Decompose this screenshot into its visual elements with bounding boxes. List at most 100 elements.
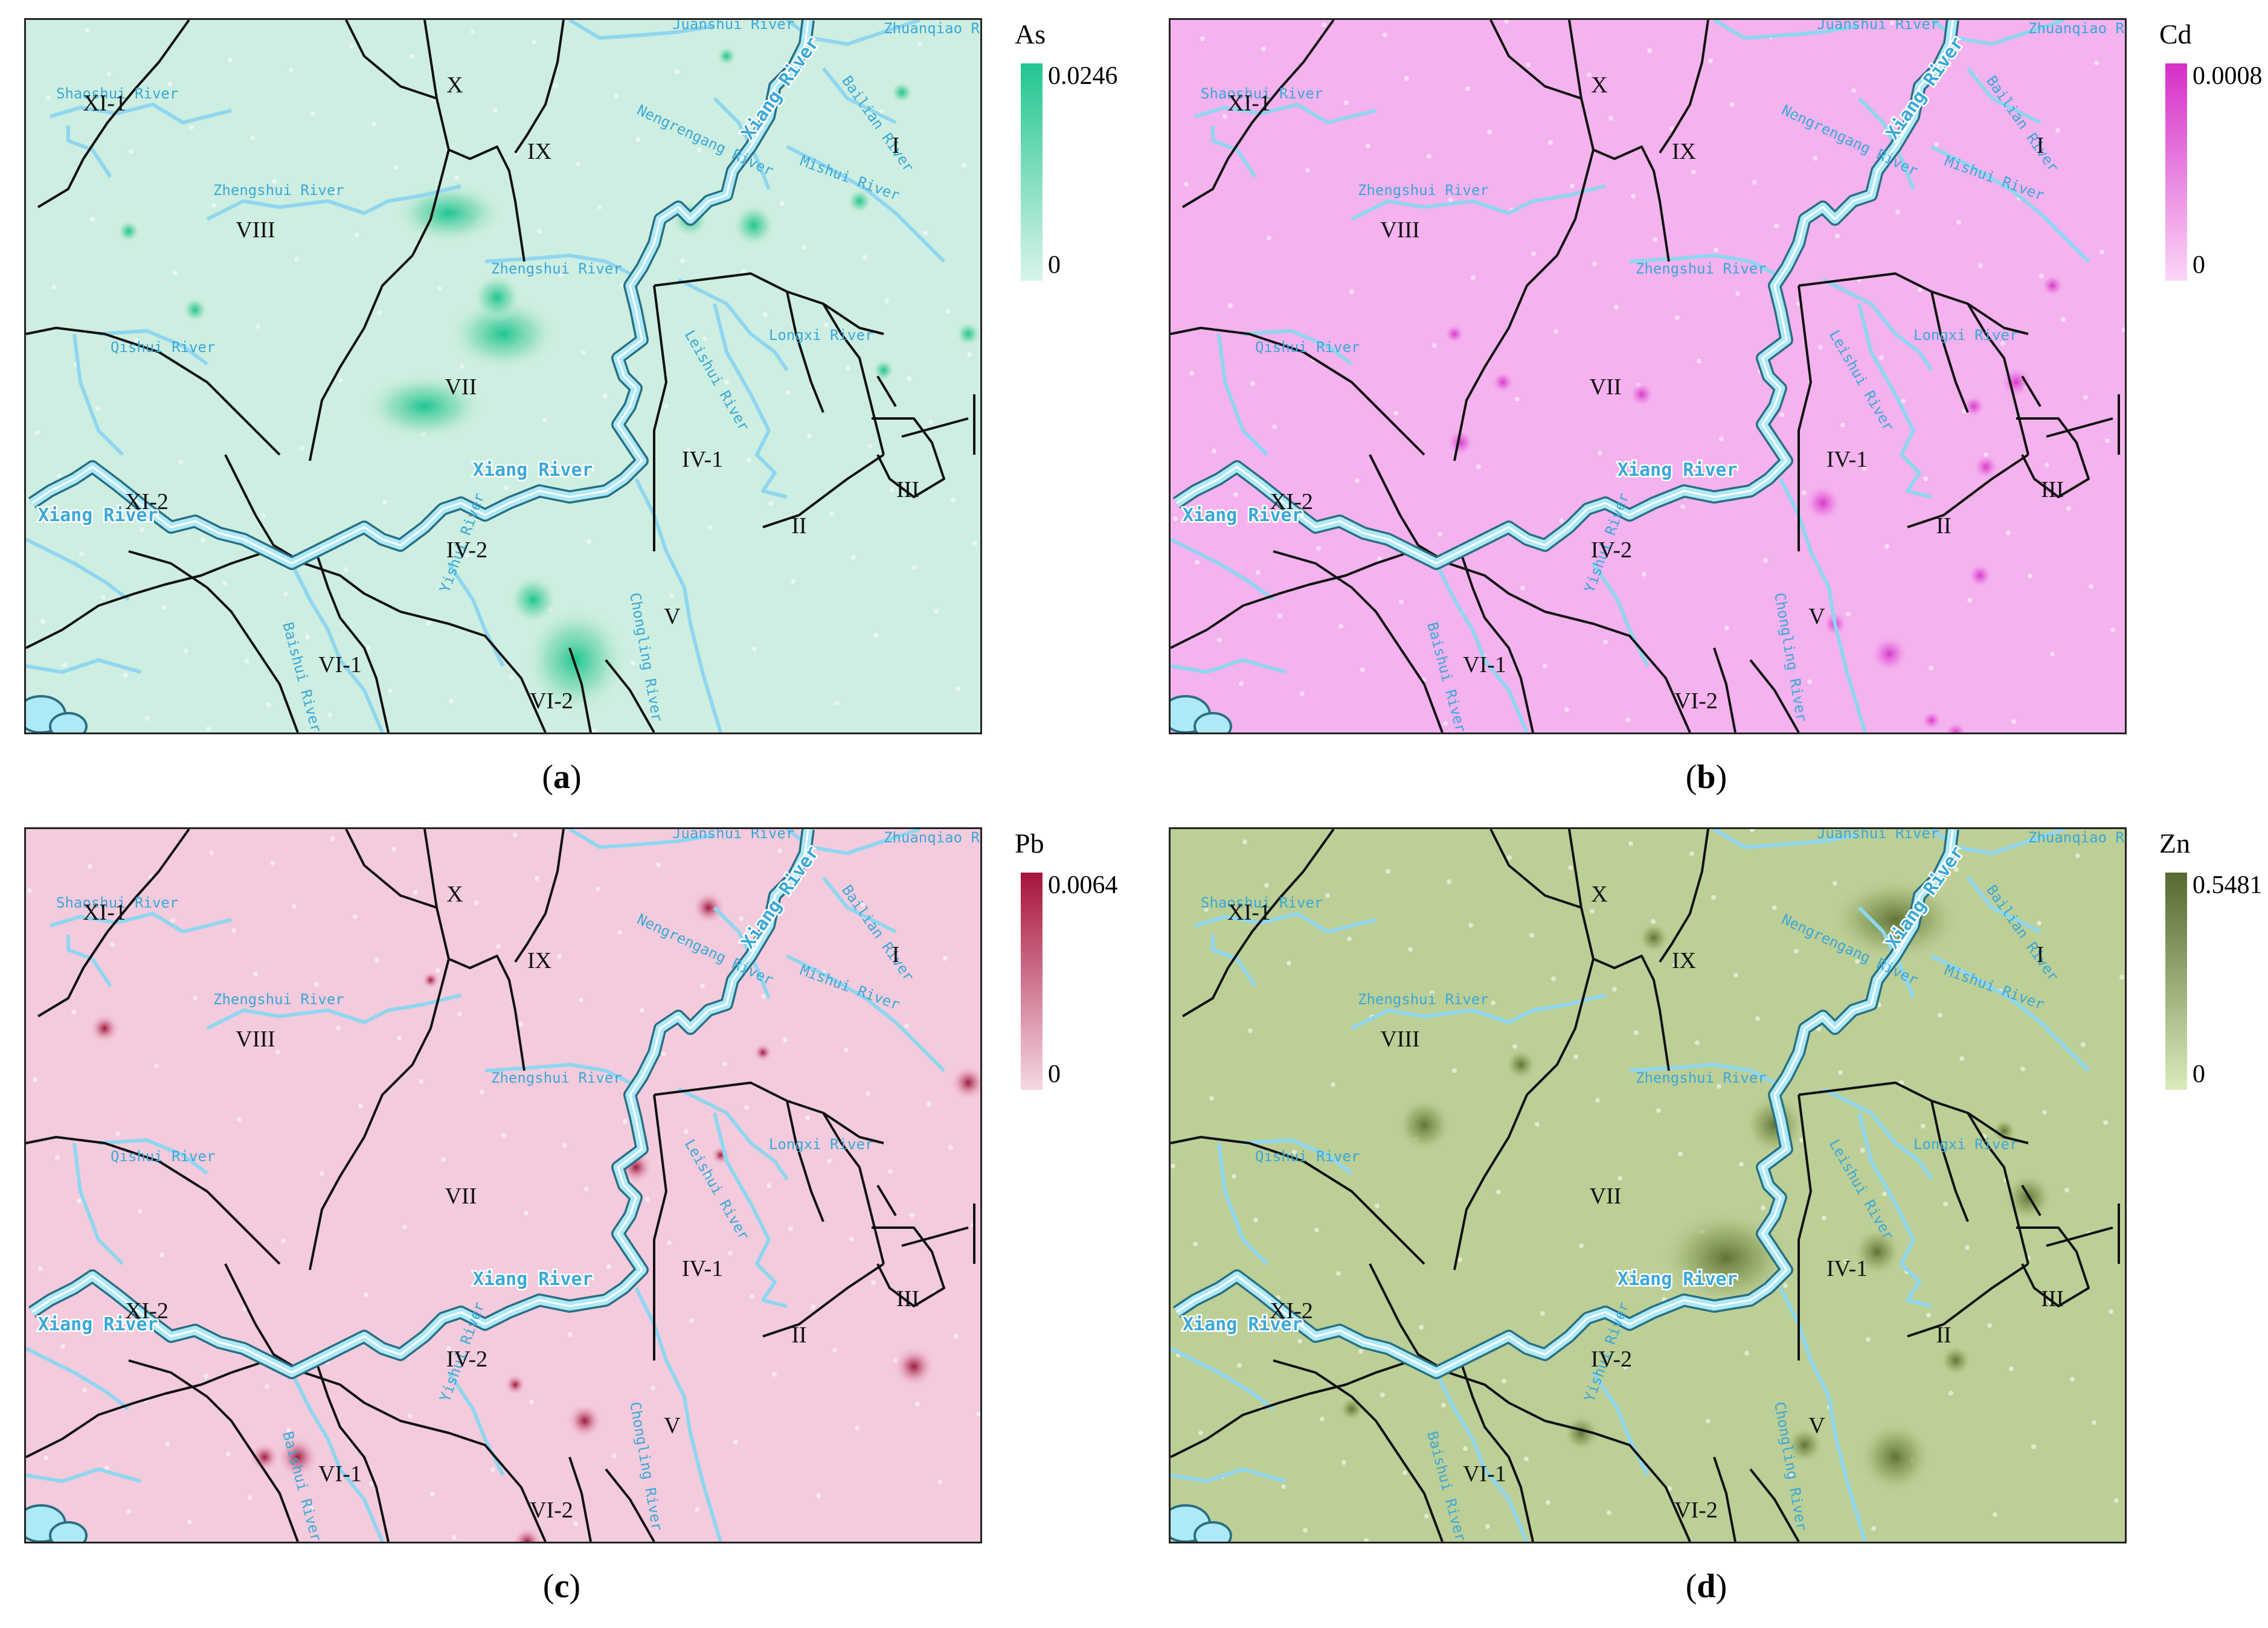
sample-point bbox=[1320, 1417, 1325, 1421]
river-label-qishui: Qishui River bbox=[111, 339, 215, 356]
sample-point bbox=[391, 847, 396, 851]
sample-point bbox=[1195, 560, 1200, 565]
sample-point bbox=[697, 147, 702, 152]
sample-point bbox=[1855, 959, 1860, 964]
zone-label-z62: VI-2 bbox=[530, 1498, 573, 1523]
sample-point bbox=[1248, 1028, 1253, 1033]
concentration-hotspot bbox=[1805, 485, 1841, 521]
zone-label-z3: III bbox=[2041, 1286, 2064, 1312]
tributary-river bbox=[1211, 935, 1257, 987]
river-label-xiang_center: Xiang River bbox=[473, 1269, 593, 1290]
tributary-river bbox=[1171, 658, 1286, 674]
sample-point bbox=[292, 904, 297, 909]
sample-point bbox=[1717, 1084, 1721, 1089]
sample-point bbox=[603, 394, 608, 399]
lake bbox=[1193, 1521, 1232, 1542]
legend-min-a: 0 bbox=[1048, 251, 1061, 279]
sample-point bbox=[129, 149, 133, 154]
zone-label-z1: I bbox=[2037, 133, 2045, 158]
zone-label-z61: VI-1 bbox=[318, 652, 362, 678]
sample-point bbox=[2122, 327, 2125, 332]
sample-point bbox=[1579, 1243, 1584, 1248]
sample-point bbox=[1504, 20, 1509, 24]
sample-point bbox=[772, 1372, 777, 1377]
sample-point bbox=[2083, 395, 2088, 400]
sample-point bbox=[1358, 1349, 1363, 1354]
sample-point bbox=[397, 1036, 402, 1040]
sample-point bbox=[2009, 1367, 2014, 1371]
concentration-hotspot bbox=[1563, 1415, 1599, 1451]
zone-boundary bbox=[345, 829, 437, 909]
sample-point bbox=[206, 726, 211, 731]
sample-point bbox=[579, 998, 583, 1002]
zone-label-z112: XI-2 bbox=[1270, 1298, 1313, 1324]
sample-point bbox=[1923, 476, 1928, 481]
sample-point bbox=[1802, 490, 1807, 495]
sample-point bbox=[437, 286, 442, 291]
sample-point bbox=[1383, 33, 1387, 37]
sample-point bbox=[1730, 102, 1735, 107]
sample-point bbox=[33, 1077, 37, 1082]
sample-point bbox=[358, 1103, 363, 1108]
sample-point bbox=[1465, 86, 1470, 91]
xiang-river-center bbox=[1176, 20, 1954, 565]
zone-label-z7: VII bbox=[445, 1184, 477, 1209]
tributary-river bbox=[568, 20, 715, 40]
zone-label-z2: II bbox=[791, 1322, 806, 1348]
sample-point bbox=[928, 420, 933, 425]
sample-point bbox=[1860, 1148, 1865, 1153]
sample-point bbox=[1303, 1528, 1308, 1533]
sample-point bbox=[509, 675, 514, 679]
sample-point bbox=[393, 165, 398, 170]
legend-min-d: 0 bbox=[2193, 1060, 2205, 1088]
sample-point bbox=[204, 1374, 208, 1379]
tributary-river bbox=[290, 1371, 384, 1542]
tributary-river bbox=[713, 303, 788, 499]
river-label-juanshui: Juanshui River bbox=[1817, 20, 1939, 33]
zone-boundary bbox=[1453, 149, 1595, 461]
zone-boundary bbox=[1907, 1263, 2029, 1338]
zone-label-z41: IV-1 bbox=[682, 1256, 723, 1281]
sample-point bbox=[910, 1213, 914, 1217]
sample-point bbox=[2045, 463, 2049, 467]
sample-point bbox=[1568, 865, 1573, 870]
sample-point bbox=[1512, 1044, 1517, 1049]
sample-point bbox=[26, 20, 28, 22]
sample-point bbox=[104, 1466, 109, 1470]
sample-point bbox=[1476, 464, 1481, 469]
sample-point bbox=[863, 255, 867, 260]
sample-point bbox=[581, 350, 586, 355]
sample-point bbox=[1553, 329, 1558, 334]
sample-point bbox=[85, 28, 89, 33]
sample-point bbox=[178, 460, 183, 464]
sample-point bbox=[1612, 987, 1617, 992]
sample-point bbox=[1264, 883, 1269, 888]
sample-point bbox=[596, 886, 600, 891]
sample-point bbox=[620, 283, 625, 287]
tributary-river bbox=[821, 67, 897, 124]
sample-point bbox=[695, 1507, 699, 1512]
concentration-hotspot bbox=[512, 1527, 542, 1542]
concentration-hotspot bbox=[473, 274, 521, 322]
sample-point bbox=[2119, 975, 2124, 979]
river-label-xiang_center: Xiang River bbox=[1617, 1269, 1738, 1290]
sample-point bbox=[275, 1050, 280, 1054]
sample-point bbox=[1292, 1150, 1297, 1155]
sample-point bbox=[1835, 234, 1840, 239]
sample-point bbox=[374, 958, 379, 963]
sample-point bbox=[1427, 154, 1431, 159]
sample-point bbox=[1938, 1013, 1942, 1018]
zone-boundary bbox=[1273, 550, 1444, 732]
river-label-longxi: Longxi River bbox=[1913, 327, 2018, 344]
sample-point bbox=[159, 1252, 164, 1257]
sample-point bbox=[1846, 612, 1851, 617]
zone-label-z10: X bbox=[1591, 72, 1607, 98]
zone-label-z1: I bbox=[2037, 942, 2045, 967]
river-label-zhengshui_west: Zhengshui River bbox=[1358, 991, 1489, 1008]
sample-point bbox=[1447, 879, 1451, 884]
concentration-hotspot bbox=[1922, 711, 1941, 730]
sample-point bbox=[684, 1129, 689, 1134]
zone-boundary bbox=[901, 1226, 969, 1247]
concentration-hotspot bbox=[394, 183, 503, 243]
zone-boundary bbox=[762, 453, 885, 528]
